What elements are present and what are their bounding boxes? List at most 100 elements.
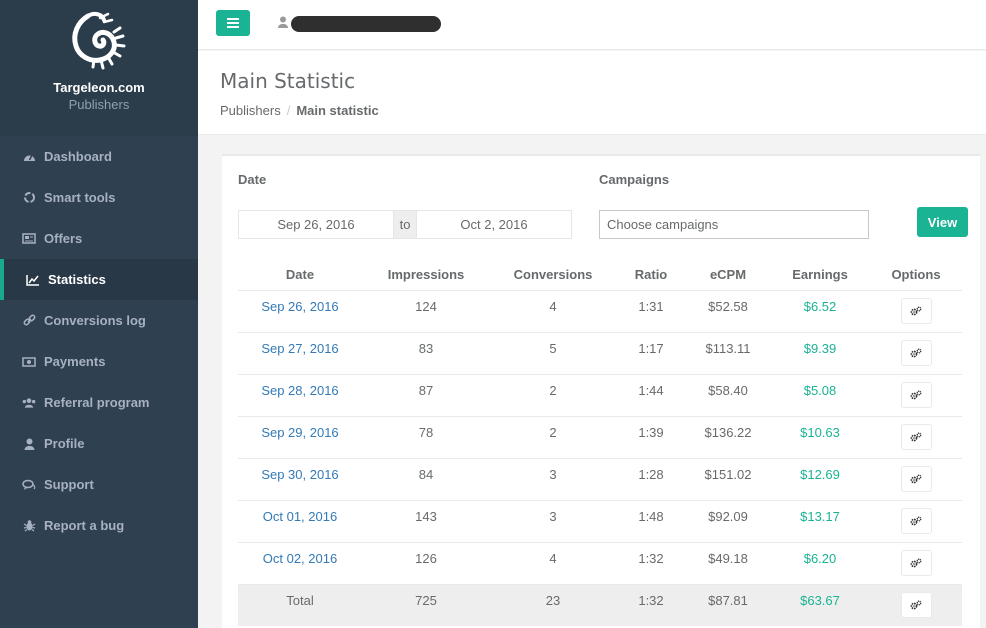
menu-toggle-button[interactable] bbox=[216, 10, 250, 36]
cell-ratio: 1:31 bbox=[616, 289, 686, 332]
cell-ecpm: $58.40 bbox=[686, 373, 770, 416]
date-link[interactable]: Sep 26, 2016 bbox=[261, 298, 339, 314]
campaigns-select[interactable]: Choose campaigns bbox=[599, 210, 869, 239]
dashboard-icon bbox=[22, 150, 36, 164]
date-to-input[interactable]: Oct 2, 2016 bbox=[416, 210, 572, 239]
cell-impressions: 78 bbox=[362, 415, 490, 458]
sidebar-item-label: Conversions log bbox=[44, 313, 146, 328]
cell-date: Sep 28, 2016 bbox=[238, 373, 362, 416]
brand-name: Targeleon.com bbox=[53, 80, 145, 95]
date-from-input[interactable]: Sep 26, 2016 bbox=[238, 210, 394, 239]
sidebar-item-offers[interactable]: Offers bbox=[0, 218, 198, 259]
sidebar-item-label: Payments bbox=[44, 354, 106, 369]
cell-ecpm: $49.18 bbox=[686, 541, 770, 584]
cell-impressions: 126 bbox=[362, 541, 490, 584]
user-name-redacted[interactable] bbox=[291, 16, 441, 32]
date-link[interactable]: Sep 27, 2016 bbox=[261, 340, 339, 356]
options-button[interactable] bbox=[900, 423, 932, 450]
sidebar-item-statistics[interactable]: Statistics bbox=[0, 259, 198, 300]
cell-ratio: 1:28 bbox=[616, 457, 686, 500]
cell-options bbox=[870, 541, 962, 584]
cell-options bbox=[870, 583, 962, 626]
filters-form: Date Sep 26, 2016 to Oct 2, 2016 Campaig… bbox=[238, 172, 968, 239]
line-chart-icon bbox=[26, 273, 40, 287]
cell-ecpm: $92.09 bbox=[686, 499, 770, 542]
options-button[interactable] bbox=[900, 465, 932, 492]
chameleon-logo-icon bbox=[72, 11, 126, 70]
brand-header: Targeleon.com Publishers bbox=[0, 0, 198, 136]
cell-ratio: 1:48 bbox=[616, 499, 686, 542]
options-button[interactable] bbox=[900, 339, 932, 366]
cell-conversions: 2 bbox=[490, 415, 616, 458]
cell-impressions: 87 bbox=[362, 373, 490, 416]
column-header-options: Options bbox=[870, 260, 962, 291]
date-link[interactable]: Oct 01, 2016 bbox=[262, 508, 338, 524]
users-icon bbox=[22, 396, 36, 410]
options-button[interactable] bbox=[900, 507, 932, 534]
options-button[interactable] bbox=[900, 549, 932, 576]
cell-conversions: 2 bbox=[490, 373, 616, 416]
cell-date: Sep 29, 2016 bbox=[238, 415, 362, 458]
sidebar-item-support[interactable]: Support bbox=[0, 464, 198, 505]
options-button[interactable] bbox=[900, 381, 932, 408]
cell-date: Total bbox=[238, 583, 362, 626]
sidebar-item-report-a-bug[interactable]: Report a bug bbox=[0, 505, 198, 546]
comments-icon bbox=[22, 478, 36, 492]
cell-ecpm: $52.58 bbox=[686, 289, 770, 332]
column-header-date: Date bbox=[238, 260, 362, 291]
options-button[interactable] bbox=[900, 297, 932, 324]
breadcrumb-parent[interactable]: Publishers bbox=[220, 103, 281, 118]
cogs-icon bbox=[910, 306, 922, 315]
table-row: Oct 02, 2016 126 4 1:32 $49.18 $6.20 bbox=[238, 541, 962, 584]
sidebar-item-label: Profile bbox=[44, 436, 85, 451]
cell-options bbox=[870, 331, 962, 374]
table-row: Sep 27, 2016 83 5 1:17 $113.11 $9.39 bbox=[238, 331, 962, 374]
cell-conversions: 3 bbox=[490, 499, 616, 542]
sidebar-item-label: Dashboard bbox=[44, 149, 112, 164]
hamburger-icon bbox=[227, 18, 239, 28]
date-link[interactable]: Sep 29, 2016 bbox=[261, 424, 339, 440]
column-header-ratio: Ratio bbox=[616, 260, 686, 291]
statistics-panel: Date Sep 26, 2016 to Oct 2, 2016 Campaig… bbox=[222, 154, 980, 628]
date-link[interactable]: Sep 30, 2016 bbox=[261, 466, 339, 482]
cell-earnings: $6.20 bbox=[770, 541, 870, 584]
breadcrumb: Publishers / Main statistic bbox=[220, 103, 986, 118]
options-button[interactable] bbox=[900, 591, 932, 618]
sidebar-item-conversions-log[interactable]: Conversions log bbox=[0, 300, 198, 341]
sidebar: Targeleon.com Publishers Dashboard Smart… bbox=[0, 0, 198, 628]
sidebar-item-payments[interactable]: Payments bbox=[0, 341, 198, 382]
table-total-row: Total 725 23 1:32 $87.81 $63.67 bbox=[238, 583, 962, 626]
sidebar-item-label: Referral program bbox=[44, 395, 150, 410]
sidebar-item-smart-tools[interactable]: Smart tools bbox=[0, 177, 198, 218]
cogs-icon bbox=[910, 600, 922, 609]
recycle-icon bbox=[22, 191, 36, 205]
statistics-table: Date Impressions Conversions Ratio eCPM … bbox=[238, 260, 962, 626]
cell-date: Sep 26, 2016 bbox=[238, 289, 362, 332]
date-link[interactable]: Oct 02, 2016 bbox=[262, 550, 338, 566]
page-heading: Main Statistic Publishers / Main statistic bbox=[198, 51, 986, 135]
date-to-separator: to bbox=[394, 210, 416, 239]
sidebar-item-profile[interactable]: Profile bbox=[0, 423, 198, 464]
date-link[interactable]: Sep 28, 2016 bbox=[261, 382, 339, 398]
cell-impressions: 124 bbox=[362, 289, 490, 332]
breadcrumb-current: Main statistic bbox=[296, 103, 379, 118]
cell-earnings: $5.08 bbox=[770, 373, 870, 416]
cell-date: Oct 01, 2016 bbox=[238, 499, 362, 542]
sidebar-item-dashboard[interactable]: Dashboard bbox=[0, 136, 198, 177]
view-button[interactable]: View bbox=[917, 207, 968, 237]
cell-date: Sep 30, 2016 bbox=[238, 457, 362, 500]
sidebar-item-referral-program[interactable]: Referral program bbox=[0, 382, 198, 423]
top-navbar bbox=[198, 0, 986, 50]
cell-conversions: 4 bbox=[490, 289, 616, 332]
table-row: Oct 01, 2016 143 3 1:48 $92.09 $13.17 bbox=[238, 499, 962, 542]
cell-conversions: 4 bbox=[490, 541, 616, 584]
link-icon bbox=[22, 314, 36, 328]
sidebar-nav: Dashboard Smart tools Offers Statistics … bbox=[0, 136, 198, 546]
table-header-row: Date Impressions Conversions Ratio eCPM … bbox=[238, 260, 962, 291]
cogs-icon bbox=[910, 390, 922, 399]
cell-options bbox=[870, 415, 962, 458]
cogs-icon bbox=[910, 432, 922, 441]
cell-impressions: 84 bbox=[362, 457, 490, 500]
cell-earnings: $10.63 bbox=[770, 415, 870, 458]
money-icon bbox=[22, 355, 36, 369]
